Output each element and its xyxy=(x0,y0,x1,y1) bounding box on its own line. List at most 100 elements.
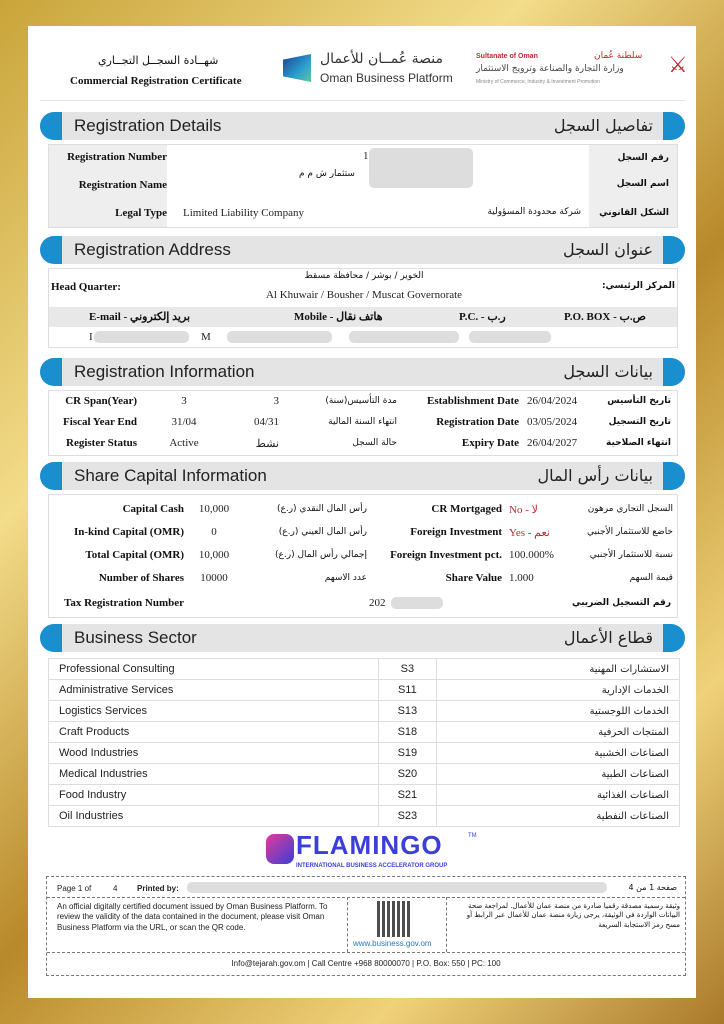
sector-code: S21 xyxy=(377,784,437,806)
hq-ar: الخوير / بوشر / محافظة مسقط xyxy=(304,271,424,281)
platform-ar: منصة عُمــان للأعمال xyxy=(320,51,443,67)
section-registration-address: Registration Address عنوان السجل xyxy=(40,236,685,264)
capital-value-right: 1.000 xyxy=(509,572,534,584)
qr-code[interactable] xyxy=(377,901,411,937)
business-sector-table: Professional Consulting S3 الاستشارات المه… xyxy=(48,658,681,827)
section-registration-details: Registration Details تفاصيل السجل xyxy=(40,112,685,140)
note-en: An official digitally certified document… xyxy=(57,902,328,932)
oman-emblem-icon: ⚔ xyxy=(668,52,688,77)
capital-value: 10,000 xyxy=(198,549,230,561)
info-label-right-ar: تاريخ التسجيل xyxy=(608,417,671,427)
capital-label: Total Capital (OMR) xyxy=(85,549,184,561)
flamingo-tagline: INTERNATIONAL BUSINESS ACCELERATOR GROUP xyxy=(296,863,448,869)
sector-en: Food Industry xyxy=(48,784,379,806)
info-label-right: Registration Date xyxy=(436,416,519,428)
info-label-right-ar: تاريخ التأسيس xyxy=(607,396,671,406)
capital-label-right-ar: خاضع للاستثمار الأجنبي xyxy=(587,527,673,537)
sector-en: Administrative Services xyxy=(48,679,379,701)
capital-value: 10,000 xyxy=(198,503,230,515)
sector-ar: الاستشارات المهنية xyxy=(435,658,681,680)
page-ar: صفحة 1 من 4 xyxy=(628,883,678,892)
sector-ar: المنتجات الحرفية xyxy=(435,721,681,743)
platform-en: Oman Business Platform xyxy=(320,71,453,85)
reg-number-label: Registration Number xyxy=(67,151,167,163)
section-share-capital: Share Capital Information بيانات رأس الما… xyxy=(40,462,685,490)
capital-label-ar: إجمالي رأس المال (ر.ع) xyxy=(275,550,367,560)
info-date: 03/05/2024 xyxy=(527,416,578,428)
sector-row: Food Industry S21 الصناعات الغذائية xyxy=(48,784,681,806)
info-value-ar: 3 xyxy=(273,395,280,407)
page-label: Page 1 of xyxy=(57,884,92,893)
sector-row: Wood Industries S19 الصناعات الخشبية xyxy=(48,742,681,764)
email-end: M xyxy=(201,331,211,343)
hq-label-ar: المركز الرئيسي: xyxy=(601,281,675,291)
capital-label-right-ar: قيمة السهم xyxy=(629,573,673,583)
printed-by: Printed by: xyxy=(137,884,179,893)
info-label: Fiscal Year End xyxy=(63,416,137,428)
capital-label-ar: رأس المال العيني (ر.ع) xyxy=(278,527,367,537)
sector-en: Medical Industries xyxy=(48,763,379,785)
sector-en: Wood Industries xyxy=(48,742,379,764)
sector-en: Logistics Services xyxy=(48,700,379,722)
capital-label-right-ar: السجل التجاري مرهون xyxy=(587,504,673,514)
sector-code: S23 xyxy=(377,805,437,827)
sector-row: Professional Consulting S3 الاستشارات المه… xyxy=(48,658,681,680)
registration-number: 1 xyxy=(363,150,369,162)
capital-label: Capital Cash xyxy=(122,503,184,515)
info-value: 31/04 xyxy=(171,416,197,428)
url-link[interactable]: www.business.gov.om xyxy=(353,939,432,948)
info-label-right: Establishment Date xyxy=(427,395,519,407)
info-label-right: Expiry Date xyxy=(461,437,519,449)
email-start: I xyxy=(89,331,93,343)
tax-label: Tax Registration Number xyxy=(64,597,184,609)
sector-row: Logistics Services S13 الخدمات اللوجستية xyxy=(48,700,681,722)
share-capital-table: Tax Registration Number 202 رقم التسجيل … xyxy=(48,494,678,618)
info-date: 26/04/2027 xyxy=(527,437,578,449)
reg-name-label: Registration Name xyxy=(78,179,167,191)
sector-row: Oil Industries S23 الصناعات النفطية xyxy=(48,805,681,827)
flamingo-globe-icon xyxy=(266,834,294,864)
capital-label: Number of Shares xyxy=(98,572,184,584)
address-table: Head Quarter: الخوير / بوشر / محافظة مسق… xyxy=(48,268,678,348)
info-label-ar: حالة السجل xyxy=(352,438,397,448)
info-label-right-ar: انتهاء الصلاحية xyxy=(606,438,671,448)
sector-ar: الخدمات الإدارية xyxy=(435,679,681,701)
page-total: 4 xyxy=(113,884,118,893)
reg-name-label-ar: اسم السجل xyxy=(616,179,669,189)
head-quarter: Al Khuwair / Bousher / Muscat Governorat… xyxy=(265,289,463,301)
note-ar: وثيقة رسمية مصدقة رقميا صادرة من منصة عم… xyxy=(466,902,680,929)
capital-label-right-ar: نسبة للاستثمار الأجنبي xyxy=(589,550,673,560)
registration-details-table: Registration Number Registration Name Le… xyxy=(48,144,678,228)
ministry-top-ar: سلطنة عُمان xyxy=(594,51,643,61)
capital-label-right: Foreign Investment pct. xyxy=(390,549,502,561)
footer: Page 1 of 4 Printed by: صفحة 1 من 4 An o… xyxy=(46,876,686,976)
email-label: E-mail - بريد إلكتروني xyxy=(89,311,191,323)
info-label-ar: مدة التأسيس(سنة) xyxy=(325,396,397,406)
sector-code: S3 xyxy=(377,658,437,680)
sector-code: S20 xyxy=(377,763,437,785)
capital-label-ar: رأس المال النقدي (ر.ع) xyxy=(276,504,367,514)
sector-en: Craft Products xyxy=(48,721,379,743)
hq-label: Head Quarter: xyxy=(51,281,121,293)
info-value: 3 xyxy=(181,395,187,407)
ministry-top-en: Sultanate of Oman xyxy=(476,53,538,60)
mobile-label: Mobile - هاتف نقال xyxy=(294,311,383,323)
certificate-page: شهــادة السجــل التجــاري Commercial Reg… xyxy=(28,26,696,998)
sector-ar: الصناعات الطبية xyxy=(435,763,681,785)
section-business-sector: Business Sector قطاع الأعمال xyxy=(40,624,685,652)
capital-label: In-kind Capital (OMR) xyxy=(73,526,184,538)
title-en: Commercial Registration Certificate xyxy=(70,75,242,87)
capital-value-right: Yes - نعم xyxy=(509,527,550,539)
sector-row: Medical Industries S20 الصناعات الطبية xyxy=(48,763,681,785)
flamingo-logo: FLAMINGO xyxy=(296,830,443,860)
pc-label: P.C. - ر.ب xyxy=(459,311,506,323)
capital-label-right: Share Value xyxy=(445,572,502,584)
section-registration-information: Registration Information بيانات السجل xyxy=(40,358,685,386)
sector-en: Professional Consulting xyxy=(48,658,379,680)
sector-ar: الصناعات النفطية xyxy=(435,805,681,827)
sector-ar: الخدمات اللوجستية xyxy=(435,700,681,722)
info-value: Active xyxy=(169,437,199,449)
info-label: CR Span(Year) xyxy=(65,395,137,407)
contact: Info@tejarah.gov.om | Call Centre +968 8… xyxy=(231,959,501,968)
obp-logo-icon xyxy=(283,54,311,82)
